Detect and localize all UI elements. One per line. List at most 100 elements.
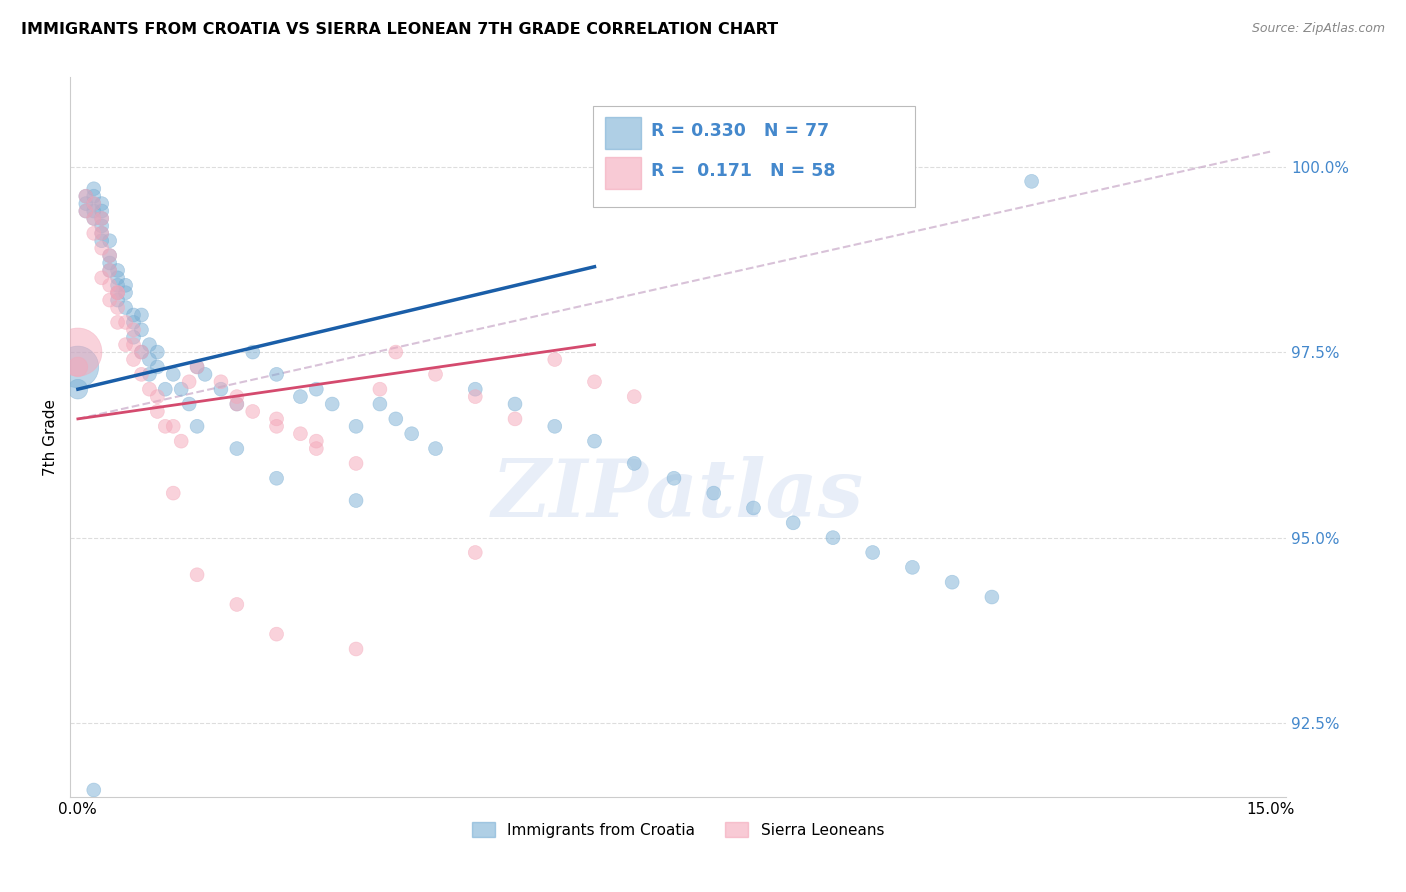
Point: [503, 412, 526, 426]
Point: [225, 442, 247, 456]
Point: [131, 323, 153, 337]
Legend: Immigrants from Croatia, Sierra Leoneans: Immigrants from Croatia, Sierra Leoneans: [465, 815, 890, 844]
Point: [90, 211, 112, 226]
Point: [155, 382, 177, 396]
Point: [242, 404, 264, 418]
Point: [425, 368, 447, 382]
Point: [583, 434, 606, 449]
Point: [544, 419, 567, 434]
Point: [162, 419, 184, 434]
Point: [122, 337, 145, 351]
Point: [138, 337, 160, 351]
Point: [368, 382, 391, 396]
Point: [83, 227, 105, 241]
Point: [83, 783, 105, 797]
Point: [122, 330, 145, 344]
Point: [266, 412, 288, 426]
Point: [194, 368, 217, 382]
Point: [90, 241, 112, 255]
Point: [66, 359, 89, 374]
Y-axis label: 7th Grade: 7th Grade: [44, 399, 58, 476]
Point: [90, 219, 112, 233]
Point: [114, 301, 136, 315]
Point: [90, 204, 112, 219]
Point: [131, 345, 153, 359]
Point: [266, 368, 288, 382]
Point: [146, 390, 169, 404]
Point: [225, 598, 247, 612]
Point: [98, 249, 121, 263]
Point: [146, 359, 169, 374]
Point: [186, 359, 208, 374]
Point: [66, 359, 89, 374]
FancyBboxPatch shape: [593, 106, 915, 207]
Point: [782, 516, 804, 530]
Point: [83, 182, 105, 196]
Point: [114, 278, 136, 293]
Point: [83, 211, 105, 226]
Point: [242, 345, 264, 359]
Point: [114, 285, 136, 300]
Point: [98, 234, 121, 248]
Text: ZIPatlas: ZIPatlas: [492, 457, 865, 533]
Point: [305, 434, 328, 449]
Point: [623, 390, 645, 404]
Point: [344, 493, 367, 508]
Point: [90, 211, 112, 226]
Point: [266, 627, 288, 641]
Point: [425, 442, 447, 456]
Point: [98, 293, 121, 307]
Text: R =  0.171   N = 58: R = 0.171 N = 58: [651, 162, 835, 180]
Point: [186, 359, 208, 374]
Point: [583, 375, 606, 389]
Point: [107, 315, 129, 329]
Point: [209, 375, 232, 389]
Point: [225, 397, 247, 411]
Point: [464, 545, 486, 559]
Point: [821, 531, 844, 545]
Point: [464, 382, 486, 396]
Point: [107, 263, 129, 277]
Point: [385, 345, 408, 359]
Point: [122, 352, 145, 367]
Point: [170, 434, 193, 449]
Point: [107, 285, 129, 300]
Point: [107, 270, 129, 285]
Point: [131, 308, 153, 322]
Point: [742, 500, 765, 515]
Point: [179, 375, 201, 389]
Point: [503, 397, 526, 411]
Point: [83, 211, 105, 226]
Point: [83, 204, 105, 219]
FancyBboxPatch shape: [605, 117, 641, 150]
Point: [290, 426, 312, 441]
Point: [305, 382, 328, 396]
Point: [90, 196, 112, 211]
Point: [131, 345, 153, 359]
Point: [155, 419, 177, 434]
Text: IMMIGRANTS FROM CROATIA VS SIERRA LEONEAN 7TH GRADE CORRELATION CHART: IMMIGRANTS FROM CROATIA VS SIERRA LEONEA…: [21, 22, 778, 37]
Point: [75, 204, 97, 219]
Point: [122, 315, 145, 329]
Point: [225, 397, 247, 411]
Point: [75, 196, 97, 211]
Point: [368, 397, 391, 411]
Point: [114, 315, 136, 329]
Point: [107, 301, 129, 315]
Point: [138, 352, 160, 367]
Point: [146, 345, 169, 359]
Point: [209, 382, 232, 396]
Point: [266, 471, 288, 485]
Point: [170, 382, 193, 396]
Point: [122, 308, 145, 322]
Point: [266, 419, 288, 434]
Point: [385, 412, 408, 426]
Point: [66, 382, 89, 396]
Point: [66, 345, 89, 359]
Point: [98, 249, 121, 263]
Point: [107, 278, 129, 293]
Point: [464, 390, 486, 404]
Point: [98, 256, 121, 270]
Point: [186, 567, 208, 582]
Point: [980, 590, 1002, 604]
